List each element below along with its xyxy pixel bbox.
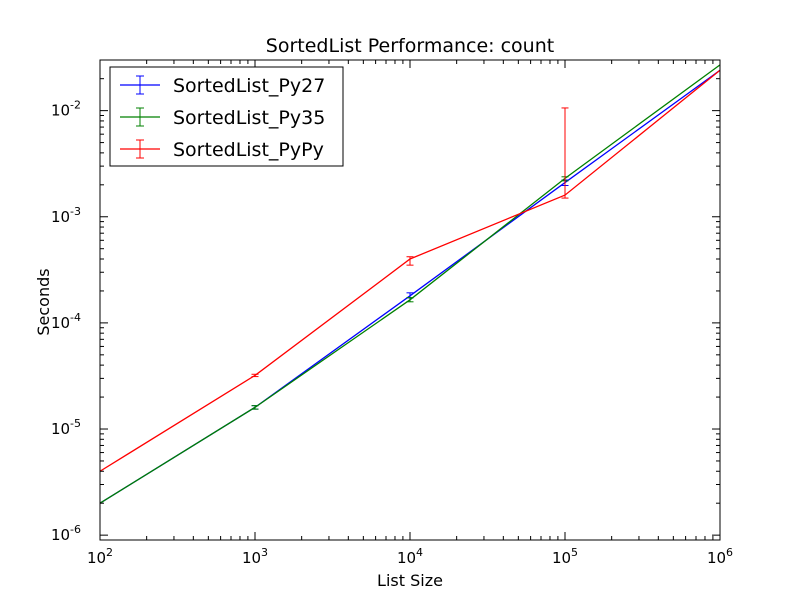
legend-entry: SortedList_Py35 (120, 107, 325, 129)
y-tick-label: 10-3 (51, 205, 81, 226)
error-bar (561, 107, 569, 199)
error-bar (251, 373, 259, 378)
y-tick-label: 10-2 (51, 99, 81, 120)
legend: SortedList_Py27 SortedList_Py35 SortedList… (109, 66, 344, 167)
x-tick-label: 106 (707, 546, 733, 567)
chart-title: SortedList Performance: count (266, 35, 554, 57)
x-axis-label: List Size (377, 571, 443, 590)
x-tick-label: 102 (87, 546, 113, 567)
legend-label: SortedList_Py35 (173, 107, 325, 129)
series-layer (99, 64, 721, 504)
legend-entry: SortedList_PyPy (120, 139, 324, 161)
x-tick-label: 103 (242, 546, 268, 567)
error-bar (406, 297, 414, 303)
y-tick-label: 10-5 (51, 417, 81, 438)
y-tick-label: 10-6 (51, 523, 81, 544)
error-bar (406, 256, 414, 266)
x-tick-label: 104 (397, 546, 423, 567)
x-tick-label: 105 (552, 546, 578, 567)
legend-entry: SortedList_Py27 (120, 75, 325, 97)
error-bar (251, 405, 259, 410)
y-axis-label: Seconds (34, 268, 53, 335)
legend-label: SortedList_PyPy (173, 139, 324, 161)
legend-label: SortedList_Py27 (173, 75, 325, 97)
y-tick-label: 10-4 (51, 311, 81, 332)
